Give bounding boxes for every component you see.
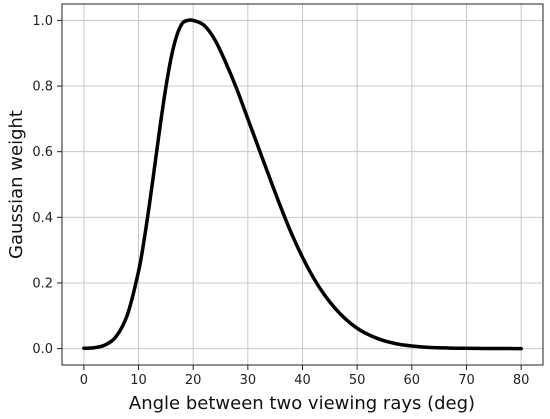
y-tick-label: 1.0	[32, 14, 53, 29]
x-tick-label: 80	[513, 373, 530, 388]
x-tick-label: 70	[458, 373, 475, 388]
x-axis-label: Angle between two viewing rays (deg)	[129, 393, 475, 414]
y-tick-label: 0.4	[32, 211, 53, 226]
y-tick-label: 0.6	[32, 145, 53, 160]
x-tick-label: 0	[80, 373, 88, 388]
x-tick-label: 10	[130, 373, 147, 388]
x-tick-label: 20	[185, 373, 202, 388]
x-tick-label: 30	[240, 373, 257, 388]
series-layer	[82, 18, 523, 351]
y-axis-label: Gaussian weight	[6, 110, 27, 259]
x-tick-label: 40	[294, 373, 311, 388]
axis-ticks: 0 10 20 30 40 50 60 70 80 0.0 0.2 0.4 0.6 0.8 1.0	[32, 14, 529, 388]
y-tick-label: 0.2	[32, 276, 53, 291]
grid	[62, 4, 543, 365]
y-tick-label: 0.8	[32, 80, 53, 95]
x-tick-label: 60	[404, 373, 421, 388]
series-line-0	[82, 18, 523, 351]
x-tick-label: 50	[349, 373, 366, 388]
y-tick-label: 0.0	[32, 342, 53, 357]
